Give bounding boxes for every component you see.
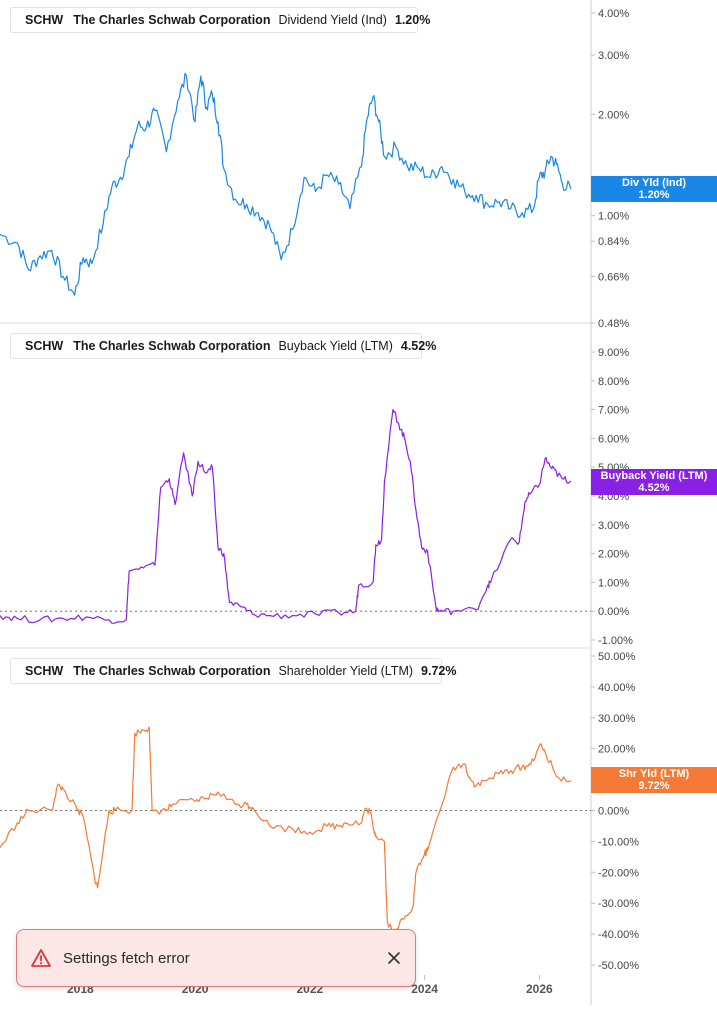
error-toast: Settings fetch error bbox=[16, 929, 416, 987]
legend-metric: Buyback Yield (LTM) bbox=[278, 339, 393, 353]
legend-metric: Shareholder Yield (LTM) bbox=[278, 664, 414, 678]
y-tick-label: 1.00% bbox=[598, 577, 629, 589]
last-value-badge-shareholder: Shr Yld (LTM) 9.72% bbox=[591, 767, 717, 793]
y-tick-label: -40.00% bbox=[598, 929, 639, 941]
y-tick-label: 0.00% bbox=[598, 806, 629, 818]
y-tick-label: 30.00% bbox=[598, 713, 636, 725]
legend-company: The Charles Schwab Corporation bbox=[73, 13, 271, 27]
badge-label: Shr Yld (LTM) bbox=[618, 768, 690, 780]
y-tick-label: 0.66% bbox=[598, 271, 629, 283]
legend-ticker: SCHW bbox=[25, 13, 64, 27]
y-tick-label: -1.00% bbox=[598, 635, 633, 647]
legend-shareholder-yield[interactable]: SCHW The Charles Schwab Corporation Shar… bbox=[10, 658, 456, 684]
legend-value: 4.52% bbox=[400, 339, 437, 353]
y-tick-label: 1.00% bbox=[598, 211, 629, 223]
legend-company: The Charles Schwab Corporation bbox=[73, 664, 271, 678]
y-tick-label: 20.00% bbox=[598, 744, 636, 756]
y-tick-label: 0.48% bbox=[598, 318, 629, 330]
y-tick-label: -20.00% bbox=[598, 867, 639, 879]
y-tick-label: 2.00% bbox=[598, 549, 629, 561]
series-line-2 bbox=[0, 726, 572, 935]
y-tick-label: 4.00% bbox=[598, 8, 629, 20]
badge-value: 1.20% bbox=[638, 189, 670, 201]
badge-label: Buyback Yield (LTM) bbox=[600, 470, 708, 482]
legend-company: The Charles Schwab Corporation bbox=[73, 339, 271, 353]
last-value-badge-buyback: Buyback Yield (LTM) 4.52% bbox=[591, 469, 717, 495]
y-tick-label: 8.00% bbox=[598, 376, 629, 388]
last-value-badge-dividend: Div Yld (Ind) 1.20% bbox=[591, 176, 717, 202]
y-tick-label: 7.00% bbox=[598, 405, 629, 417]
series-line-1 bbox=[0, 409, 572, 624]
legend-dividend-yield[interactable]: SCHW The Charles Schwab Corporation Divi… bbox=[10, 7, 430, 33]
badge-value: 4.52% bbox=[638, 482, 670, 494]
legend-ticker: SCHW bbox=[25, 339, 64, 353]
legend-buyback-yield[interactable]: SCHW The Charles Schwab Corporation Buyb… bbox=[10, 333, 436, 359]
x-tick-label: 2024 bbox=[411, 982, 438, 996]
warning-triangle-icon bbox=[31, 949, 51, 967]
y-tick-label: 40.00% bbox=[598, 682, 636, 694]
y-tick-label: -10.00% bbox=[598, 836, 639, 848]
y-tick-label: 2.00% bbox=[598, 109, 629, 121]
series-line-0 bbox=[0, 72, 572, 296]
badge-value: 9.72% bbox=[638, 780, 670, 792]
toast-message: Settings fetch error bbox=[63, 949, 190, 967]
legend-metric: Dividend Yield (Ind) bbox=[278, 13, 387, 27]
badge-label: Div Yld (Ind) bbox=[622, 177, 686, 189]
legend-ticker: SCHW bbox=[25, 664, 64, 678]
close-icon[interactable] bbox=[387, 951, 401, 965]
y-tick-label: 6.00% bbox=[598, 433, 629, 445]
y-tick-label: -30.00% bbox=[598, 898, 639, 910]
legend-value: 1.20% bbox=[394, 13, 431, 27]
y-tick-label: 3.00% bbox=[598, 520, 629, 532]
y-tick-label: 3.00% bbox=[598, 50, 629, 62]
y-tick-label: 50.00% bbox=[598, 651, 636, 663]
legend-value: 9.72% bbox=[421, 664, 457, 678]
y-tick-label: 9.00% bbox=[598, 347, 629, 359]
x-tick-label: 2026 bbox=[526, 982, 553, 996]
y-tick-label: 0.00% bbox=[598, 606, 629, 618]
y-tick-label: 0.84% bbox=[598, 236, 629, 248]
y-tick-label: -50.00% bbox=[598, 960, 639, 972]
